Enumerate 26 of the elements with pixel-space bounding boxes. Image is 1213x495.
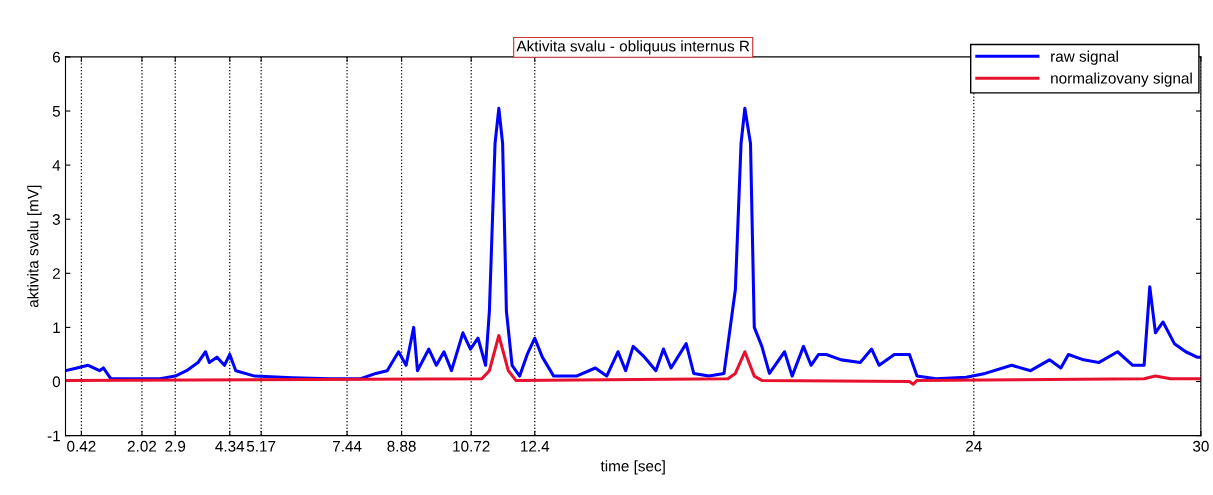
y-tick-label: 1: [53, 322, 60, 333]
y-tick-label: 0: [52, 376, 61, 388]
line-series: [65, 333, 1201, 386]
x-tick-label: 8.88: [387, 440, 416, 452]
x-tick-label: 12.4: [521, 440, 550, 452]
y-tick-label: 4: [52, 160, 61, 171]
line-series: [65, 106, 1201, 381]
legend-label: normalizovany signal: [1051, 72, 1192, 87]
x-tick-label: 0.42: [67, 440, 96, 452]
y-tick-label: -1: [47, 430, 60, 442]
y-tick-label: 6: [52, 51, 60, 63]
x-tick-label: 10.72: [453, 440, 490, 452]
y-tick-label: 2: [52, 268, 60, 279]
x-axis-title: time [sec]: [600, 460, 665, 475]
x-tick-label: 2.02: [127, 440, 157, 452]
y-tick-label: 3: [52, 214, 60, 225]
x-tick-label: 4.34: [215, 440, 245, 452]
chart-title: Aktivita svalu - obliquus internus R: [516, 40, 750, 55]
legend-label: raw signal: [1051, 50, 1118, 65]
y-axis-title: aktivita svalu [mV]: [27, 185, 42, 308]
y-tick-label: 5: [52, 106, 60, 117]
x-tick-label: 5.17: [246, 441, 276, 452]
x-tick-label: 30: [1192, 440, 1209, 452]
x-tick-label: 2.9: [165, 440, 186, 452]
x-tick-label: 24: [966, 440, 982, 452]
x-tick-label: 7.44: [332, 441, 362, 452]
